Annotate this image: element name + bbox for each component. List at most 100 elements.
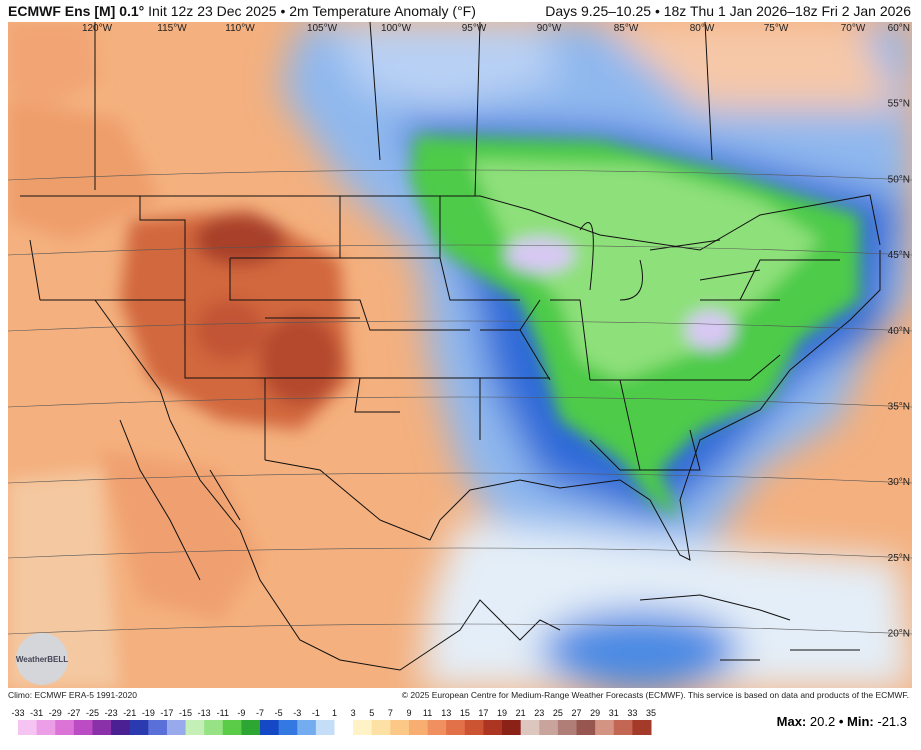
lon-label: 70°W	[841, 23, 866, 34]
color-swatch	[185, 720, 205, 735]
color-swatch	[371, 720, 391, 735]
colorbar-label: 1	[332, 708, 337, 718]
lat-label: 25°N	[888, 553, 910, 564]
colorbar-label: 11	[423, 708, 432, 718]
colorbar-label: 29	[590, 708, 600, 718]
colorbar-label: 9	[406, 708, 411, 718]
color-swatch	[241, 720, 261, 735]
colorbar-label: -25	[86, 708, 99, 718]
copyright: © 2025 European Centre for Medium-Range …	[401, 690, 909, 700]
stats: Max: 20.2 • Min: -21.3	[777, 714, 907, 729]
map-field	[8, 22, 912, 688]
title: ECMWF Ens [M] 0.1° Init 12z 23 Dec 2025 …	[8, 3, 476, 19]
colorbar-label: -31	[30, 708, 43, 718]
colorbar-label: -33	[11, 708, 24, 718]
lat-label: 55°N	[888, 99, 910, 110]
logo-badge	[16, 633, 68, 685]
color-swatch	[464, 720, 484, 735]
lon-label: 95°W	[462, 23, 487, 34]
logo: WeatherBELL	[16, 655, 68, 664]
color-swatch	[427, 720, 447, 735]
colorbar-label: -11	[217, 708, 229, 718]
lat-label: 45°N	[888, 250, 910, 261]
lon-label: 105°W	[307, 23, 338, 34]
colorbar-label: -1	[312, 708, 320, 718]
colorbar-label: 5	[369, 708, 374, 718]
colorbar-label: 21	[516, 708, 526, 718]
colorbar-label: 19	[497, 708, 507, 718]
color-swatch	[632, 720, 652, 735]
separator: •	[838, 714, 844, 729]
header: ECMWF Ens [M] 0.1° Init 12z 23 Dec 2025 …	[0, 0, 921, 22]
color-swatch	[595, 720, 615, 735]
color-swatch	[278, 720, 298, 735]
colorbar-label: -13	[198, 708, 211, 718]
graticule	[8, 169, 912, 635]
colorbar-label: 7	[388, 708, 393, 718]
color-swatch	[334, 720, 354, 735]
color-swatch	[166, 720, 187, 735]
color-swatch	[204, 720, 224, 735]
min-label: Min:	[847, 714, 874, 729]
lon-label: 120°W	[82, 23, 113, 34]
colorbar-label: 25	[553, 708, 563, 718]
color-swatch	[557, 720, 578, 735]
lon-label: 110°W	[225, 23, 255, 34]
lat-label: 35°N	[888, 402, 910, 413]
colorbar-label: -19	[142, 708, 155, 718]
color-swatch	[408, 720, 429, 735]
colorbar-label: 35	[646, 708, 656, 718]
colorbar-label: -3	[293, 708, 301, 718]
lon-label: 100°W	[381, 23, 412, 34]
valid-time: Days 9.25–10.25 • 18z Thu 1 Jan 2026–18z…	[545, 3, 911, 19]
colorbar-label: 15	[460, 708, 470, 718]
colorbar-label: 13	[441, 708, 451, 718]
lat-label: 40°N	[888, 326, 910, 337]
color-swatch	[129, 720, 149, 735]
color-swatch	[222, 720, 242, 735]
colorbar: -33 -31 -29 -27 -25 -23 -21 -19 -17 -15 -13 -11 -9 -7…	[11, 708, 656, 735]
climo-note: Climo: ECMWF ERA-5 1991-2020	[8, 690, 137, 700]
color-swatch	[390, 720, 410, 735]
color-swatch	[613, 720, 633, 735]
color-swatch	[315, 720, 335, 735]
colorbar-label: -7	[256, 708, 264, 718]
colorbar-label: 33	[627, 708, 637, 718]
colorbar-label: 27	[572, 708, 582, 718]
lat-label: 30°N	[888, 477, 910, 488]
color-swatch	[502, 720, 522, 735]
colorbar-label: 3	[351, 708, 356, 718]
title-bold: ECMWF Ens [M] 0.1°	[8, 3, 145, 19]
color-swatch	[297, 720, 317, 735]
colorbar-label: 23	[534, 708, 544, 718]
colorbar-label: -9	[237, 708, 245, 718]
lat-label: 50°N	[888, 174, 910, 185]
color-swatch	[73, 720, 93, 735]
min-value: -21.3	[877, 714, 907, 729]
max-label: Max:	[776, 714, 807, 729]
colorbar-label: -27	[67, 708, 80, 718]
color-swatch	[18, 720, 38, 735]
lon-label: 75°W	[764, 23, 789, 34]
color-swatch	[539, 720, 559, 735]
lon-label: 85°W	[614, 23, 639, 34]
color-swatch	[353, 720, 373, 735]
colorbar-label: -23	[105, 708, 118, 718]
color-swatch	[260, 720, 280, 735]
color-swatch	[520, 720, 540, 735]
colorbar-label: -17	[160, 708, 173, 718]
color-swatch	[111, 720, 131, 735]
color-swatch	[483, 720, 503, 735]
colorbar-label: -5	[275, 708, 283, 718]
lon-label: 80°W	[690, 23, 715, 34]
colorbar-label: 17	[478, 708, 488, 718]
colorbar-label: 31	[609, 708, 619, 718]
lat-label: 60°N	[888, 23, 910, 34]
color-swatch	[446, 720, 466, 735]
borders	[20, 22, 881, 671]
lat-label: 20°N	[888, 629, 910, 640]
colorbar-label: -21	[123, 708, 136, 718]
max-value: 20.2	[809, 714, 836, 729]
